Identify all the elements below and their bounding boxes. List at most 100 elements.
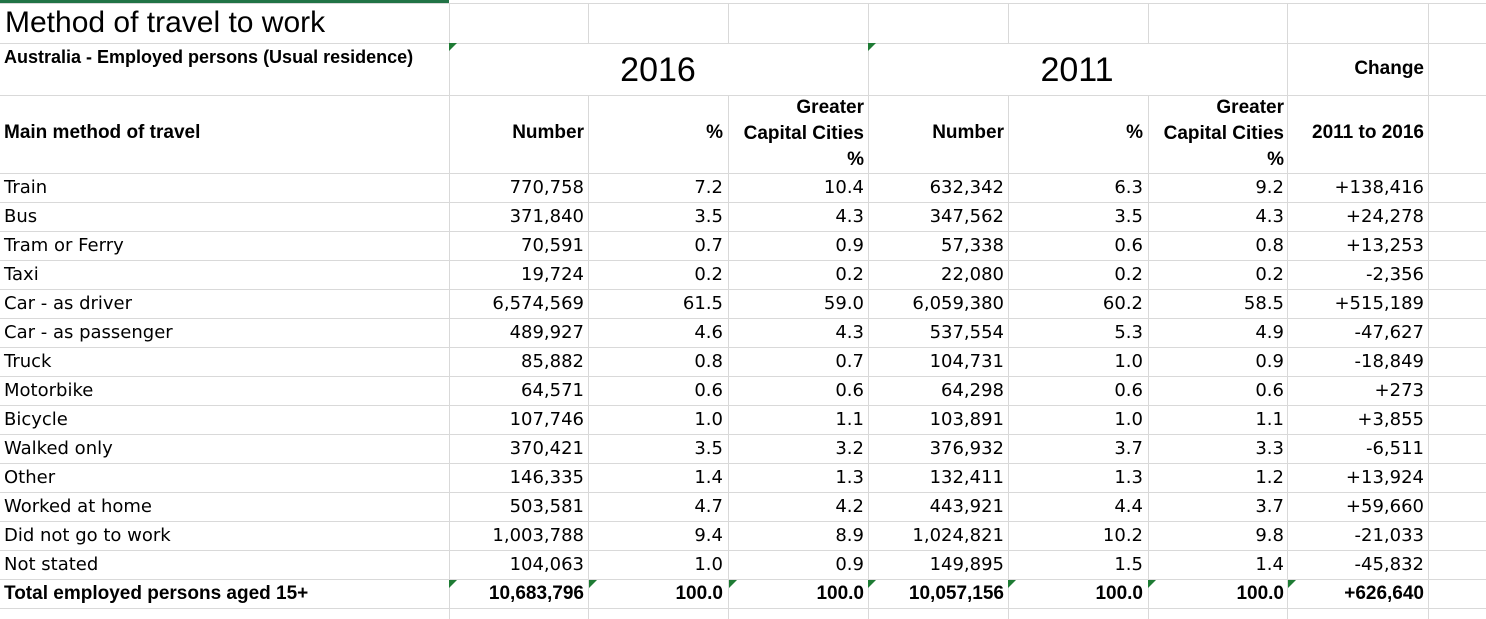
pct-2011-cell[interactable]: 3.5 xyxy=(1114,206,1143,227)
gcc-2011-cell[interactable]: 9.8 xyxy=(1255,525,1284,546)
number-2011-cell[interactable]: 6,059,380 xyxy=(912,293,1004,314)
number-2016-cell[interactable]: 104,063 xyxy=(509,554,584,575)
gcc-2011-cell[interactable]: 3.3 xyxy=(1255,438,1284,459)
gcc-2011-cell[interactable]: 1.1 xyxy=(1255,409,1284,430)
pct-2016-header[interactable]: % xyxy=(706,122,723,143)
method-label[interactable]: Taxi xyxy=(4,264,39,285)
total-gcc-2011[interactable]: 100.0 xyxy=(1236,583,1284,604)
number-2016-cell[interactable]: 371,840 xyxy=(509,206,584,227)
pct-2016-cell[interactable]: 0.2 xyxy=(694,264,723,285)
method-label[interactable]: Motorbike xyxy=(4,380,94,401)
pct-2011-cell[interactable]: 60.2 xyxy=(1102,293,1143,314)
number-2011-cell[interactable]: 1,024,821 xyxy=(912,525,1004,546)
pct-2016-cell[interactable]: 9.4 xyxy=(694,525,723,546)
number-2016-cell[interactable]: 489,927 xyxy=(509,322,584,343)
gcc-2016-cell[interactable]: 0.6 xyxy=(835,380,864,401)
gcc-2011-cell[interactable]: 0.6 xyxy=(1255,380,1284,401)
method-label[interactable]: Walked only xyxy=(4,438,113,459)
gcc-2016-cell[interactable]: 1.1 xyxy=(835,409,864,430)
number-2011-cell[interactable]: 64,298 xyxy=(941,380,1004,401)
pct-2016-cell[interactable]: 1.0 xyxy=(694,554,723,575)
pct-2011-cell[interactable]: 5.3 xyxy=(1114,322,1143,343)
pct-2011-cell[interactable]: 1.0 xyxy=(1114,351,1143,372)
change-cell[interactable]: -47,627 xyxy=(1354,322,1424,343)
number-2011-cell[interactable]: 632,342 xyxy=(929,177,1004,198)
number-2011-cell[interactable]: 104,731 xyxy=(929,351,1004,372)
pct-2016-cell[interactable]: 7.2 xyxy=(694,177,723,198)
total-pct-2016[interactable]: 100.0 xyxy=(675,583,723,604)
method-label[interactable]: Other xyxy=(4,467,56,488)
number-2016-cell[interactable]: 370,421 xyxy=(509,438,584,459)
method-label[interactable]: Bus xyxy=(4,206,38,227)
number-2011-cell[interactable]: 537,554 xyxy=(929,322,1004,343)
change-cell[interactable]: +3,855 xyxy=(1357,409,1424,430)
gcc-2016-cell[interactable]: 0.7 xyxy=(835,351,864,372)
change-cell[interactable]: -45,832 xyxy=(1354,554,1424,575)
pct-2011-cell[interactable]: 1.0 xyxy=(1114,409,1143,430)
change-cell[interactable]: -6,511 xyxy=(1365,438,1424,459)
number-2016-cell[interactable]: 70,591 xyxy=(521,235,584,256)
change-cell[interactable]: -2,356 xyxy=(1365,264,1424,285)
total-pct-2011[interactable]: 100.0 xyxy=(1095,583,1143,604)
pct-2011-header[interactable]: % xyxy=(1126,122,1143,143)
gcc-2016-cell[interactable]: 10.4 xyxy=(823,177,864,198)
change-cell[interactable]: +59,660 xyxy=(1345,496,1424,517)
total-label[interactable]: Total employed persons aged 15+ xyxy=(4,583,309,604)
method-label[interactable]: Car - as passenger xyxy=(4,322,173,343)
pct-2016-cell[interactable]: 3.5 xyxy=(694,206,723,227)
number-2016-cell[interactable]: 85,882 xyxy=(521,351,584,372)
pct-2016-cell[interactable]: 1.0 xyxy=(694,409,723,430)
change-cell[interactable]: +13,924 xyxy=(1345,467,1424,488)
pct-2011-cell[interactable]: 6.3 xyxy=(1114,177,1143,198)
number-2011-cell[interactable]: 132,411 xyxy=(929,467,1004,488)
gcc-2011-cell[interactable]: 4.3 xyxy=(1255,206,1284,227)
number-2011-cell[interactable]: 57,338 xyxy=(941,235,1004,256)
number-2016-header[interactable]: Number xyxy=(512,122,584,143)
gcc-2011-cell[interactable]: 9.2 xyxy=(1255,177,1284,198)
number-2011-cell[interactable]: 443,921 xyxy=(929,496,1004,517)
change-cell[interactable]: -21,033 xyxy=(1354,525,1424,546)
change-cell[interactable]: +515,189 xyxy=(1334,293,1424,314)
pct-2011-cell[interactable]: 1.5 xyxy=(1114,554,1143,575)
method-label[interactable]: Truck xyxy=(4,351,52,372)
sheet-subtitle[interactable]: Australia - Employed persons (Usual resi… xyxy=(4,47,414,67)
year-2016-header[interactable]: 2016 xyxy=(620,51,696,89)
number-2011-cell[interactable]: 149,895 xyxy=(929,554,1004,575)
number-2016-cell[interactable]: 503,581 xyxy=(509,496,584,517)
change-header[interactable]: Change xyxy=(1354,58,1424,79)
total-number-2016[interactable]: 10,683,796 xyxy=(488,583,584,604)
gcc-2011-cell[interactable]: 58.5 xyxy=(1243,293,1284,314)
year-2011-header[interactable]: 2011 xyxy=(1040,51,1114,89)
pct-2011-cell[interactable]: 0.6 xyxy=(1114,235,1143,256)
method-label[interactable]: Train xyxy=(4,177,48,198)
total-change[interactable]: +626,640 xyxy=(1344,583,1424,604)
gcc-2016-cell[interactable]: 4.2 xyxy=(835,496,864,517)
method-label[interactable]: Worked at home xyxy=(4,496,152,517)
change-cell[interactable]: +24,278 xyxy=(1345,206,1424,227)
number-2016-cell[interactable]: 6,574,569 xyxy=(492,293,584,314)
pct-2016-cell[interactable]: 4.6 xyxy=(694,322,723,343)
number-2016-cell[interactable]: 1,003,788 xyxy=(492,525,584,546)
method-column-header[interactable]: Main method of travel xyxy=(4,122,201,143)
gcc-2016-cell[interactable]: 0.9 xyxy=(835,235,864,256)
pct-2011-cell[interactable]: 0.6 xyxy=(1114,380,1143,401)
pct-2011-cell[interactable]: 3.7 xyxy=(1114,438,1143,459)
gcc-2011-cell[interactable]: 0.8 xyxy=(1255,235,1284,256)
change-cell[interactable]: +13,253 xyxy=(1345,235,1424,256)
number-2011-header[interactable]: Number xyxy=(932,122,1004,143)
gcc-2011-header[interactable]: Greater Capital Cities % xyxy=(1148,95,1284,173)
method-label[interactable]: Did not go to work xyxy=(4,525,171,546)
pct-2016-cell[interactable]: 0.7 xyxy=(694,235,723,256)
gcc-2016-cell[interactable]: 0.9 xyxy=(835,554,864,575)
number-2016-cell[interactable]: 107,746 xyxy=(509,409,584,430)
total-number-2011[interactable]: 10,057,156 xyxy=(908,583,1004,604)
pct-2016-cell[interactable]: 1.4 xyxy=(694,467,723,488)
gcc-2011-cell[interactable]: 3.7 xyxy=(1255,496,1284,517)
change-cell[interactable]: +138,416 xyxy=(1334,177,1424,198)
gcc-2011-cell[interactable]: 0.9 xyxy=(1255,351,1284,372)
number-2016-cell[interactable]: 770,758 xyxy=(509,177,584,198)
method-label[interactable]: Not stated xyxy=(4,554,99,575)
gcc-2011-cell[interactable]: 1.2 xyxy=(1255,467,1284,488)
gcc-2016-header[interactable]: Greater Capital Cities % xyxy=(728,95,864,173)
